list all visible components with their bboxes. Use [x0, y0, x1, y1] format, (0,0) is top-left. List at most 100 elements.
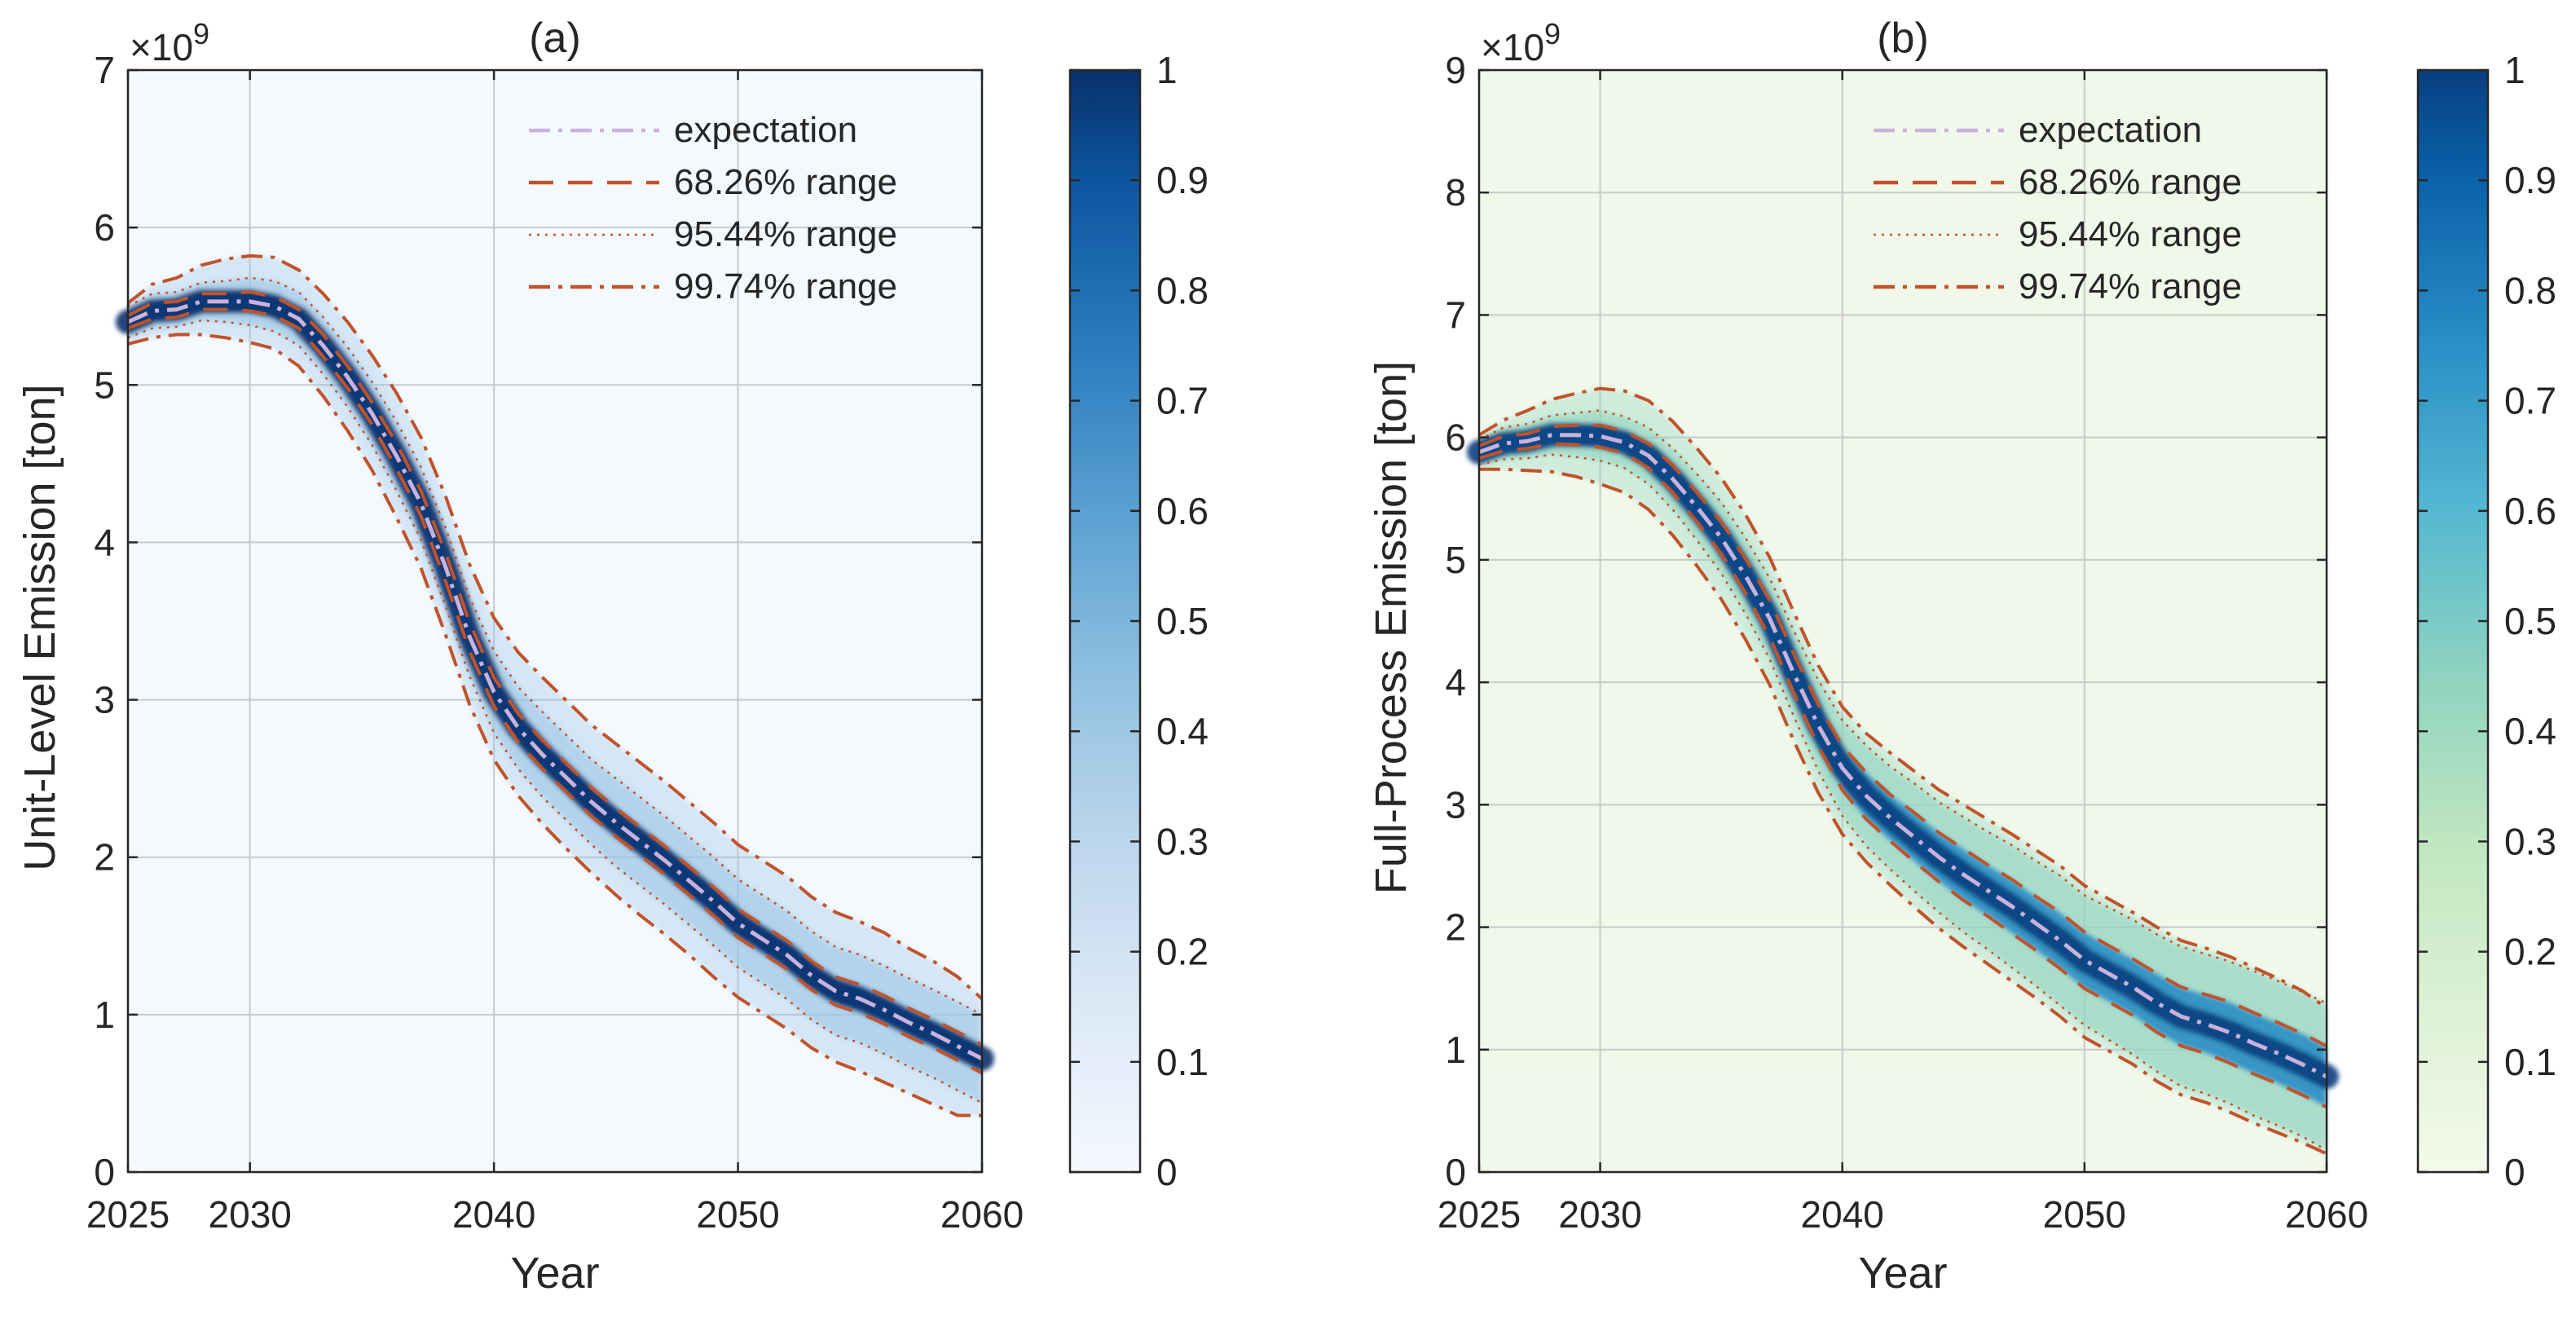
- colorbar-tick-label: 0.1: [2504, 1041, 2556, 1083]
- exponent-label: ×109: [130, 17, 209, 68]
- y-tick-label: 0: [1445, 1151, 1466, 1193]
- series-dashdot-range: [126, 253, 984, 1117]
- colorbar-tick-label: 0.9: [2504, 159, 2556, 201]
- legend-label: 68.26% range: [674, 162, 897, 202]
- x-axis-label: Year: [510, 1249, 599, 1298]
- exponent-base: ×10: [1481, 26, 1544, 68]
- colorbar-tick-label: 1: [2504, 49, 2525, 91]
- range-line-upper: [1478, 409, 2327, 1004]
- panel-title: (a): [529, 15, 581, 62]
- colorbar-tick-label: 0.6: [1156, 490, 1209, 532]
- colorbar-tick-label: 0.6: [2504, 490, 2556, 532]
- legend-label: 68.26% range: [2019, 162, 2242, 202]
- exponent-base: ×10: [130, 26, 193, 68]
- y-tick-label: 1: [94, 994, 115, 1036]
- series-dot-range: [1478, 409, 2327, 1152]
- x-tick-label: 2060: [940, 1193, 1024, 1236]
- range-line-upper: [126, 253, 984, 1000]
- x-tick-label: 2030: [209, 1193, 292, 1236]
- legend-label: 95.44% range: [2019, 214, 2242, 254]
- colorbar-tick-label: 0.4: [1156, 710, 1209, 752]
- y-tick-label: 4: [94, 521, 115, 563]
- range-line-lower: [1478, 453, 2327, 1152]
- x-tick-label: 2050: [2043, 1193, 2126, 1236]
- x-tick-label: 2050: [696, 1193, 779, 1236]
- colorbar-tick-label: 1: [1156, 49, 1178, 91]
- series-dash-range: [1478, 423, 2327, 1109]
- range-line-upper: [127, 290, 983, 1047]
- range-line-lower: [1478, 442, 2327, 1109]
- legend-label: 99.74% range: [2019, 267, 2242, 306]
- range-line-lower: [127, 307, 983, 1075]
- series-dashdot-range: [1477, 386, 2328, 1156]
- y-tick-label: 5: [94, 364, 115, 406]
- x-tick-label: 2025: [1438, 1193, 1521, 1236]
- x-tick-label: 2040: [452, 1193, 535, 1236]
- colorbar-tick-label: 0.7: [2504, 380, 2556, 422]
- range-line-lower: [127, 333, 982, 1117]
- x-tick-label: 2060: [2285, 1193, 2368, 1236]
- exponent-power: 9: [193, 17, 209, 51]
- density-heatmap: [116, 255, 994, 1116]
- colorbar-tick-label: 0.2: [2504, 931, 2556, 973]
- colorbar-tick-label: 0.2: [1156, 931, 1209, 973]
- y-tick-label: 0: [94, 1151, 115, 1193]
- colorbar-tick-label: 0.1: [1156, 1041, 1209, 1083]
- range-line-upper: [1478, 423, 2327, 1048]
- exponent-label: ×109: [1481, 17, 1561, 68]
- legend: expectation 68.26% range 95.44% range 99.74…: [529, 110, 897, 306]
- colorbar-tick-label: 0.8: [2504, 269, 2556, 311]
- y-tick-label: 2: [1445, 906, 1466, 949]
- colorbar-tick-label: 0.8: [1156, 269, 1209, 311]
- y-tick-label: 7: [1445, 293, 1466, 336]
- x-tick-label: 2040: [1801, 1193, 1884, 1236]
- colorbar-tick-label: 0: [2504, 1151, 2525, 1193]
- range-line-upper: [1477, 386, 2328, 1010]
- y-axis-label: Unit-Level Emission [ton]: [15, 384, 64, 870]
- y-tick-label: 8: [1445, 171, 1466, 214]
- x-tick-label: 2030: [1558, 1193, 1641, 1236]
- y-tick-label: 6: [1445, 416, 1466, 459]
- legend-label: expectation: [2019, 110, 2202, 150]
- legend-label: 95.44% range: [674, 214, 897, 254]
- colorbar-tick-label: 0.3: [1156, 820, 1209, 862]
- colorbar-tick-label: 0.5: [1156, 600, 1209, 642]
- colorbar-tick-label: 0.4: [2504, 710, 2556, 752]
- x-tick-label: 2025: [86, 1193, 170, 1236]
- colorbar: 0 0.1 0.2 0.3 0.4 0.5 0.6 0.7 0.8 0.9 1: [2416, 49, 2556, 1193]
- panel-title: (b): [1877, 15, 1929, 62]
- panel-a: 0 1 2 3 4 5 6 7 2025 2030 2040 2050 2060 ×109 (a) Year U…: [15, 15, 1209, 1298]
- x-axis: 2025 2030 2040 2050 2060: [86, 70, 1024, 1236]
- y-tick-label: 3: [1445, 783, 1466, 826]
- y-tick-label: 4: [1445, 661, 1466, 703]
- y-tick-label: 6: [94, 206, 115, 249]
- density-core: [116, 289, 994, 1071]
- y-tick-label: 7: [94, 49, 115, 91]
- range-line-lower: [1479, 467, 2327, 1156]
- y-axis-label: Full-Process Emission [ton]: [1367, 361, 1416, 894]
- expectation-line: [1478, 433, 2328, 1079]
- y-axis: 0 1 2 3 4 5 6 7: [94, 49, 982, 1193]
- plot-frame: [126, 68, 984, 1174]
- series-dot-range: [127, 276, 983, 1104]
- exponent-power: 9: [1544, 17, 1561, 51]
- colorbar-tick-label: 0.5: [2504, 600, 2556, 642]
- y-axis: 0 1 2 3 4 5 6 7 8 9: [1445, 49, 2327, 1193]
- colorbar: 0 0.1 0.2 0.3 0.4 0.5 0.6 0.7 0.8 0.9 1: [1068, 49, 1209, 1193]
- colorbar-tick-label: 0: [1156, 1151, 1178, 1193]
- series-dash-range: [127, 290, 983, 1075]
- colorbar-gradient: [1068, 68, 1142, 1174]
- y-tick-label: 9: [1445, 49, 1466, 91]
- colorbar-tick-label: 0.3: [2504, 820, 2556, 862]
- x-axis-label: Year: [1858, 1249, 1947, 1298]
- range-line-upper: [127, 276, 983, 1016]
- y-tick-label: 5: [1445, 539, 1466, 581]
- y-tick-label: 2: [94, 836, 115, 879]
- plot-frame: [1477, 68, 2328, 1174]
- legend-label: 99.74% range: [674, 267, 897, 306]
- y-tick-label: 1: [1445, 1029, 1466, 1071]
- colorbar-tick-label: 0.9: [1156, 159, 1209, 201]
- y-tick-label: 3: [94, 679, 115, 721]
